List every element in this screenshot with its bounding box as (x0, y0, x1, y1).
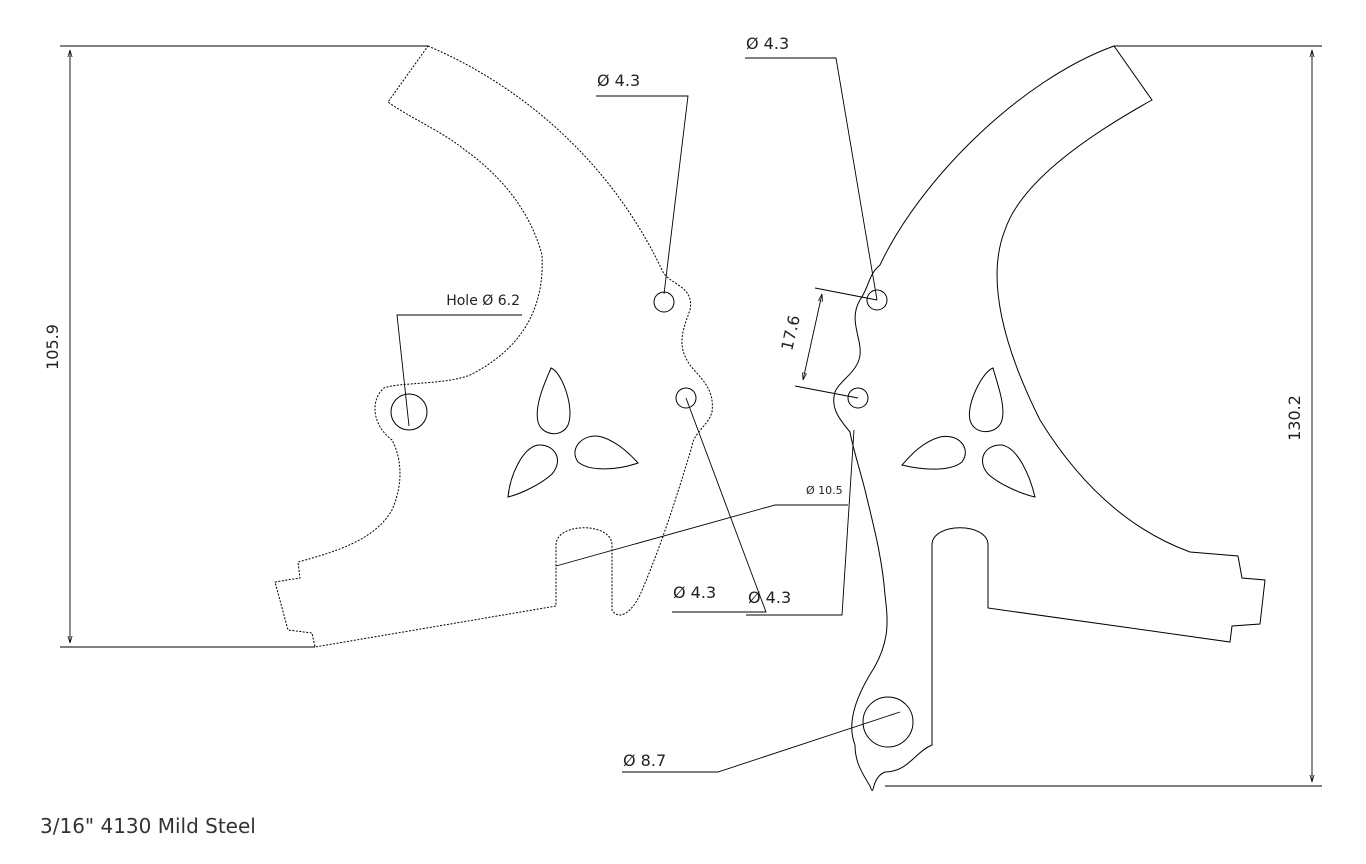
right-height-dimension: 130.2 (885, 45, 1322, 787)
left-big-hole (390, 393, 428, 431)
callout-right-bottom-hole: Ø 8.7 (622, 711, 901, 773)
callout-right-lower-hole: Ø 4.3 (746, 429, 855, 616)
callout-left-big-hole-text: Hole Ø 6.2 (446, 293, 520, 309)
right-top-hole (866, 289, 888, 311)
callout-slot: Ø 10.5 (555, 484, 848, 567)
right-bracket-outline (833, 45, 1266, 792)
right-teardrop-2 (901, 435, 966, 470)
left-lower-hole (675, 387, 697, 409)
left-height-label: 105.9 (43, 324, 62, 370)
callout-slot-text: Ø 10.5 (806, 484, 843, 497)
hole-spacing-dimension: 17.6 (777, 287, 878, 399)
material-note: 3/16" 4130 Mild Steel (40, 814, 256, 838)
callout-right-top-hole: Ø 4.3 (745, 34, 878, 301)
left-bracket-part (274, 45, 713, 648)
right-teardrop-1 (968, 367, 1004, 433)
callout-left-top-hole-text: Ø 4.3 (597, 71, 640, 90)
left-teardrop-1 (536, 367, 571, 435)
left-height-dimension: 105.9 (43, 45, 428, 648)
callout-right-top-hole-text: Ø 4.3 (746, 34, 789, 53)
right-lower-hole (847, 387, 869, 409)
right-bottom-hole (862, 696, 914, 748)
right-height-label: 130.2 (1285, 395, 1304, 441)
left-bracket-outline (274, 45, 713, 648)
hole-spacing-label: 17.6 (777, 313, 804, 352)
callout-right-bottom-hole-text: Ø 8.7 (623, 751, 666, 770)
left-teardrop-3 (574, 435, 639, 470)
left-teardrop-2 (507, 444, 558, 498)
right-bracket-part (833, 45, 1266, 792)
callout-left-lower-hole: Ø 4.3 (672, 397, 767, 613)
callout-right-lower-hole-text: Ø 4.3 (748, 588, 791, 607)
right-teardrop-3 (982, 444, 1036, 498)
callout-left-top-hole: Ø 4.3 (596, 71, 689, 295)
callout-left-big-hole: Hole Ø 6.2 (396, 293, 522, 427)
callout-left-lower-hole-text: Ø 4.3 (673, 583, 716, 602)
left-top-hole (653, 291, 675, 313)
